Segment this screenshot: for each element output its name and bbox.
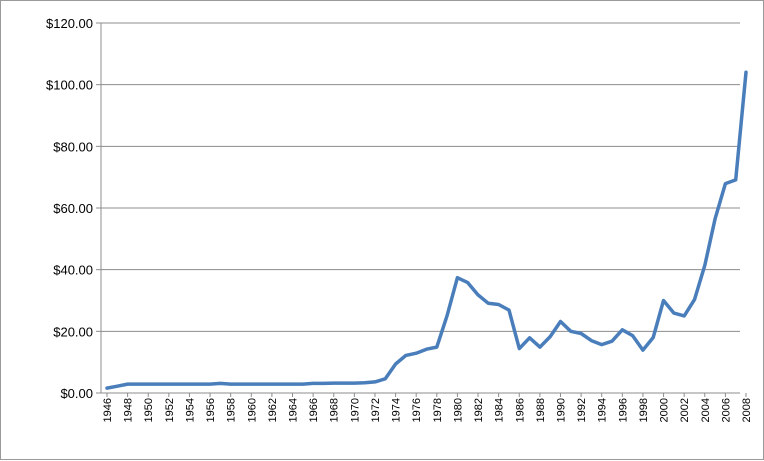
x-tick-label: 1992 <box>576 398 588 422</box>
x-tick-label: 1960 <box>246 398 258 422</box>
x-tick-label: 1990 <box>555 398 567 422</box>
x-tick-label: 1968 <box>329 398 341 422</box>
x-tick-label: 1974 <box>391 398 403 422</box>
y-tick-label: $120.00 <box>46 16 93 31</box>
gridlines <box>96 23 740 393</box>
series <box>107 72 746 388</box>
x-axis-tick-labels: 1946 1948 1950 1952 1954 1956 1958 1960 1962 1964… <box>102 393 753 422</box>
x-tick-label: 2008 <box>741 398 753 422</box>
x-tick-label: 1980 <box>452 398 464 422</box>
y-tick-label: $60.00 <box>53 201 93 216</box>
x-tick-label: 1966 <box>308 398 320 422</box>
y-tick-label: $0.00 <box>60 386 93 401</box>
x-tick-label: 1970 <box>349 398 361 422</box>
y-tick-label: $20.00 <box>53 324 93 339</box>
x-tick-label: 2006 <box>720 398 732 422</box>
x-tick-label: 1996 <box>617 398 629 422</box>
x-tick-label: 1952 <box>164 398 176 422</box>
x-tick-label: 1954 <box>184 398 196 422</box>
x-tick-label: 2000 <box>659 398 671 422</box>
x-tick-label: 1982 <box>473 398 485 422</box>
x-tick-label: 1988 <box>535 398 547 422</box>
y-tick-label: $100.00 <box>46 78 93 93</box>
series-line <box>107 72 746 388</box>
x-tick-label: 1956 <box>205 398 217 422</box>
x-tick-label: 1958 <box>226 398 238 422</box>
x-tick-label: 1976 <box>411 398 423 422</box>
x-tick-label: 1978 <box>432 398 444 422</box>
x-tick-label: 1962 <box>267 398 279 422</box>
x-tick-label: 1948 <box>123 398 135 422</box>
x-tick-label: 1998 <box>638 398 650 422</box>
x-tick-label: 1972 <box>370 398 382 422</box>
y-tick-label: $80.00 <box>53 139 93 154</box>
x-tick-label: 1950 <box>143 398 155 422</box>
x-tick-label: 2004 <box>700 398 712 422</box>
x-tick-label: 1946 <box>102 398 114 422</box>
x-tick-label: 1986 <box>514 398 526 422</box>
y-axis-tick-labels: $0.00 $20.00 $40.00 $60.00 $80.00 $100.00 $120… <box>46 16 93 401</box>
x-tick-label: 1984 <box>494 398 506 422</box>
y-tick-label: $40.00 <box>53 263 93 278</box>
x-tick-label: 2002 <box>679 398 691 422</box>
x-tick-label: 1994 <box>597 398 609 422</box>
x-tick-label: 1964 <box>288 398 300 422</box>
